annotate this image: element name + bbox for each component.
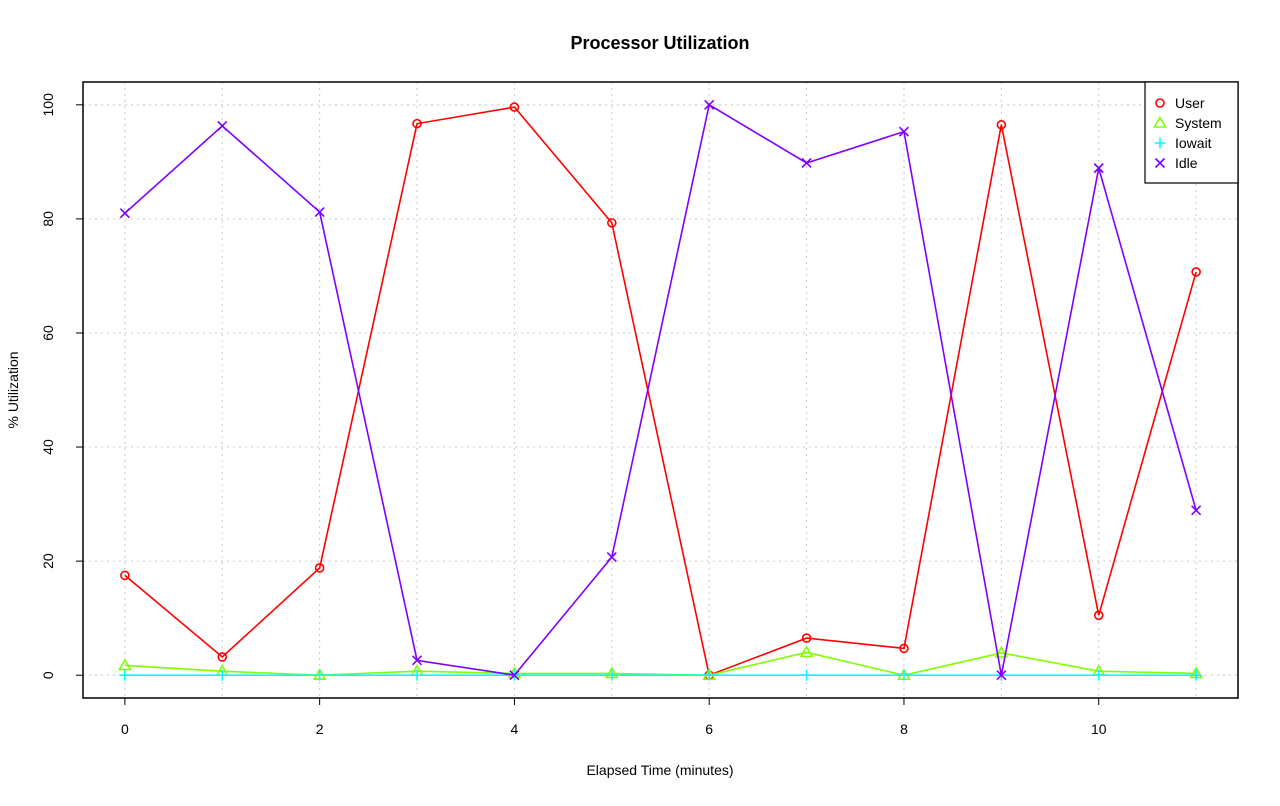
- data-point-iowait: [119, 669, 131, 681]
- data-point-idle: [898, 126, 910, 137]
- data-point-idle: [704, 99, 715, 110]
- y-tick-label: 100: [40, 93, 56, 117]
- legend-marker-user: [1155, 98, 1165, 108]
- y-tick-label: 80: [40, 211, 56, 227]
- data-point-user: [607, 218, 617, 228]
- data-point-user: [1191, 267, 1201, 277]
- data-point-iowait: [216, 669, 228, 681]
- legend: User System Iowait Idle: [1144, 81, 1239, 184]
- data-point-user: [314, 563, 325, 573]
- x-tick-label: 8: [900, 721, 908, 737]
- data-point-idle: [119, 208, 130, 219]
- series-line-system: [124, 651, 1197, 677]
- data-point-idle: [217, 120, 228, 131]
- legend-label-iowait: Iowait: [1175, 135, 1212, 151]
- data-point-user: [1093, 610, 1104, 621]
- data-point-idle: [1093, 163, 1104, 174]
- series-group: [117, 99, 1204, 681]
- y-tick-label: 0: [40, 671, 56, 679]
- data-point-user: [509, 102, 520, 112]
- legend-label-system: System: [1175, 115, 1222, 131]
- data-point-idle: [801, 157, 812, 169]
- series-user: [120, 102, 1201, 680]
- x-tick-label: 4: [511, 721, 519, 737]
- data-point-idle: [996, 670, 1007, 681]
- legend-marker-iowait: [1154, 137, 1166, 149]
- y-tick-label: 20: [40, 553, 56, 569]
- plot-frame: [82, 81, 1239, 699]
- series-idle: [119, 99, 1202, 681]
- data-point-user: [217, 652, 228, 662]
- legend-label-user: User: [1175, 95, 1205, 111]
- x-tick-label: 10: [1091, 721, 1107, 737]
- legend-marker-idle: [1154, 157, 1166, 169]
- series-line-user: [124, 106, 1197, 677]
- data-point-idle: [509, 670, 520, 681]
- data-point-iowait: [703, 669, 715, 681]
- y-tick-label: 60: [40, 325, 56, 341]
- y-tick-label: 40: [40, 439, 56, 455]
- data-point-user: [996, 119, 1007, 130]
- data-point-user: [899, 643, 909, 654]
- data-point-iowait: [898, 669, 910, 681]
- x-tick-label: 2: [316, 721, 324, 737]
- legend-marker-system: [1153, 115, 1167, 128]
- data-point-iowait: [1093, 669, 1105, 681]
- data-point-user: [801, 633, 812, 643]
- x-tick-label: 0: [121, 721, 129, 737]
- data-point-iowait: [314, 669, 326, 681]
- data-point-iowait: [1190, 669, 1202, 681]
- data-point-idle: [1191, 505, 1202, 516]
- data-point-system: [117, 658, 132, 671]
- series-iowait: [119, 669, 1202, 681]
- data-point-user: [412, 118, 422, 129]
- series-line-idle: [124, 103, 1197, 677]
- data-point-system: [799, 645, 814, 658]
- data-point-iowait: [606, 669, 618, 681]
- y-axis-label: % Utilization: [5, 351, 21, 428]
- data-point-iowait: [411, 669, 423, 681]
- x-tick-label: 6: [705, 721, 713, 737]
- data-point-system: [994, 645, 1009, 658]
- data-point-user: [120, 570, 130, 581]
- series-system: [117, 645, 1204, 680]
- grid: [83, 82, 1238, 698]
- data-point-idle: [314, 206, 325, 218]
- data-point-iowait: [801, 669, 813, 681]
- data-point-idle: [411, 655, 423, 666]
- x-axis-label: Elapsed Time (minutes): [586, 762, 733, 778]
- legend-label-idle: Idle: [1175, 155, 1198, 171]
- data-point-idle: [606, 552, 617, 563]
- chart-title: Processor Utilization: [570, 33, 749, 53]
